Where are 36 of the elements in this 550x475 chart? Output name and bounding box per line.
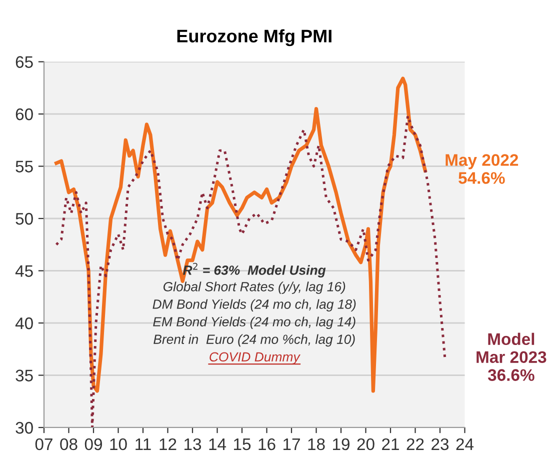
x-tick-label: 18: [308, 438, 325, 450]
x-tick-label: 21: [382, 438, 399, 450]
annotation: Brent in Euro (24 mo %ch, lag 10): [154, 334, 355, 347]
x-tick-label: 07: [35, 438, 52, 450]
y-tick-label: 30: [16, 422, 33, 434]
y-tick-label: 55: [16, 160, 33, 172]
x-tick-label: 08: [60, 438, 78, 450]
x-tick-label: 20: [357, 438, 374, 450]
x-tick-label: 15: [234, 438, 251, 450]
annotation: DM Bond Yields (24 mo ch, lag 18): [152, 299, 356, 312]
y-tick-label: 50: [16, 212, 33, 225]
x-tick-label: 13: [184, 438, 202, 450]
annotation: EM Bond Yields (24 mo ch, lag 14): [153, 316, 356, 330]
annotation: Model Mar 2023 36.6%: [476, 332, 546, 381]
x-tick-label: 19: [333, 438, 350, 450]
annotation: Global Short Rates (y/y, lag 16): [163, 282, 346, 294]
y-tick-label: 60: [16, 108, 33, 120]
x-tick-label: 16: [258, 438, 276, 450]
chart-title: Eurozone Mfg PMI: [177, 29, 332, 46]
x-tick-label: 22: [406, 438, 424, 450]
y-tick-label: 45: [15, 265, 33, 277]
x-tick-label: 23: [432, 438, 449, 450]
annotation: May 2022 54.6%: [446, 154, 518, 184]
x-tick-label: 14: [209, 438, 226, 450]
line-series: [54, 76, 427, 393]
y-tick-label: 35: [16, 370, 33, 382]
x-tick-label: 11: [136, 438, 151, 450]
annotation: COVID Dummy: [210, 352, 300, 364]
x-tick-label: 12: [160, 438, 176, 450]
y-tick-label: 65: [16, 56, 33, 68]
x-tick-label: 09: [84, 438, 102, 450]
x-tick-label: 24: [456, 438, 474, 450]
x-tick-label: 17: [284, 438, 300, 450]
x-tick-label: 10: [110, 438, 127, 450]
y-tick-label: 40: [15, 317, 33, 330]
line-series: [55, 114, 446, 428]
